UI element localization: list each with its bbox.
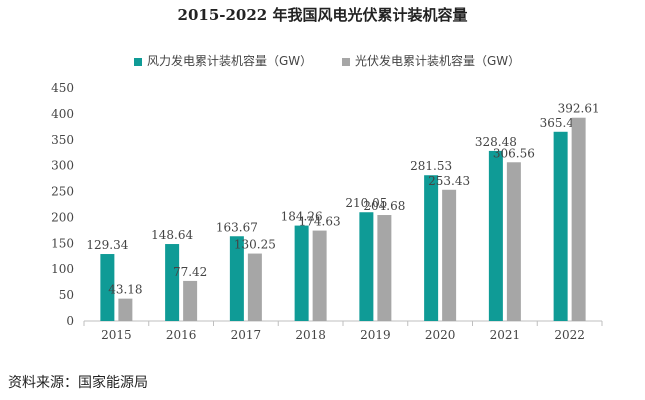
x-tick-label: 2017: [231, 328, 262, 342]
bar-wind: [165, 244, 180, 321]
x-tick-label: 2019: [360, 328, 391, 342]
bar-solar: [571, 117, 586, 321]
legend-label-wind: 风力发电累计装机容量（GW）: [147, 54, 313, 68]
data-label-wind: 184.26: [281, 210, 323, 224]
y-tick-label: 0: [66, 314, 74, 328]
data-label-solar: 130.25: [234, 238, 276, 252]
x-tick-label: 2015: [101, 328, 132, 342]
x-tick-label: 2021: [490, 328, 521, 342]
bar-wind: [294, 225, 309, 321]
bar-solar: [506, 162, 521, 321]
bar-wind: [100, 254, 115, 321]
data-label-wind: 129.34: [86, 238, 128, 252]
bar-solar: [312, 230, 327, 321]
bar-solar: [377, 215, 392, 321]
data-label-wind: 210.05: [345, 196, 387, 210]
bar-wind: [424, 175, 439, 321]
data-label-wind: 328.48: [475, 135, 517, 149]
chart-title: 2015-2022 年我国风电光伏累计装机容量: [177, 6, 468, 24]
data-label-solar: 306.56: [493, 146, 535, 160]
legend-swatch-solar: [342, 57, 350, 66]
bar-solar: [183, 280, 198, 321]
x-tick-label: 2020: [425, 328, 456, 342]
y-tick-label: 300: [51, 159, 74, 173]
data-label-solar: 174.63: [299, 215, 341, 229]
y-tick-label: 200: [51, 210, 74, 224]
legend-label-solar: 光伏发电累计装机容量（GW）: [355, 54, 521, 68]
bar-wind: [488, 150, 503, 321]
y-tick-label: 400: [51, 107, 74, 121]
y-tick-label: 350: [51, 133, 74, 147]
x-tick-label: 2018: [295, 328, 326, 342]
data-label-solar: 43.18: [108, 283, 142, 297]
bar-wind: [553, 131, 568, 321]
y-tick-label: 150: [51, 236, 74, 250]
data-label-wind: 148.64: [151, 228, 193, 242]
x-tick-label: 2016: [166, 328, 197, 342]
bar-solar: [442, 189, 457, 321]
bar-solar: [118, 298, 133, 321]
data-label-solar: 77.42: [173, 265, 207, 279]
bar-wind: [229, 236, 244, 321]
y-tick-label: 50: [59, 288, 74, 302]
bar-wind: [359, 212, 374, 321]
data-label-solar: 204.68: [363, 199, 405, 213]
x-tick-label: 2022: [554, 328, 585, 342]
y-tick-label: 100: [51, 262, 74, 276]
chart-legend: 风力发电累计装机容量（GW） 光伏发电累计装机容量（GW）: [134, 52, 546, 69]
y-tick-label: 450: [51, 81, 74, 95]
data-label-solar: 253.43: [428, 174, 470, 188]
data-label-wind: 281.53: [410, 159, 452, 173]
data-label-wind: 163.67: [216, 220, 258, 234]
bar-solar: [247, 253, 262, 321]
data-label-solar: 392.61: [558, 102, 600, 116]
legend-item-solar: 光伏发电累计装机容量（GW）: [342, 52, 520, 69]
legend-item-wind: 风力发电累计装机容量（GW）: [134, 52, 312, 69]
y-tick-label: 250: [51, 185, 74, 199]
data-label-wind: 365.44: [540, 116, 582, 130]
source-note: 资料来源：国家能源局: [8, 375, 148, 391]
legend-swatch-wind: [134, 57, 142, 66]
